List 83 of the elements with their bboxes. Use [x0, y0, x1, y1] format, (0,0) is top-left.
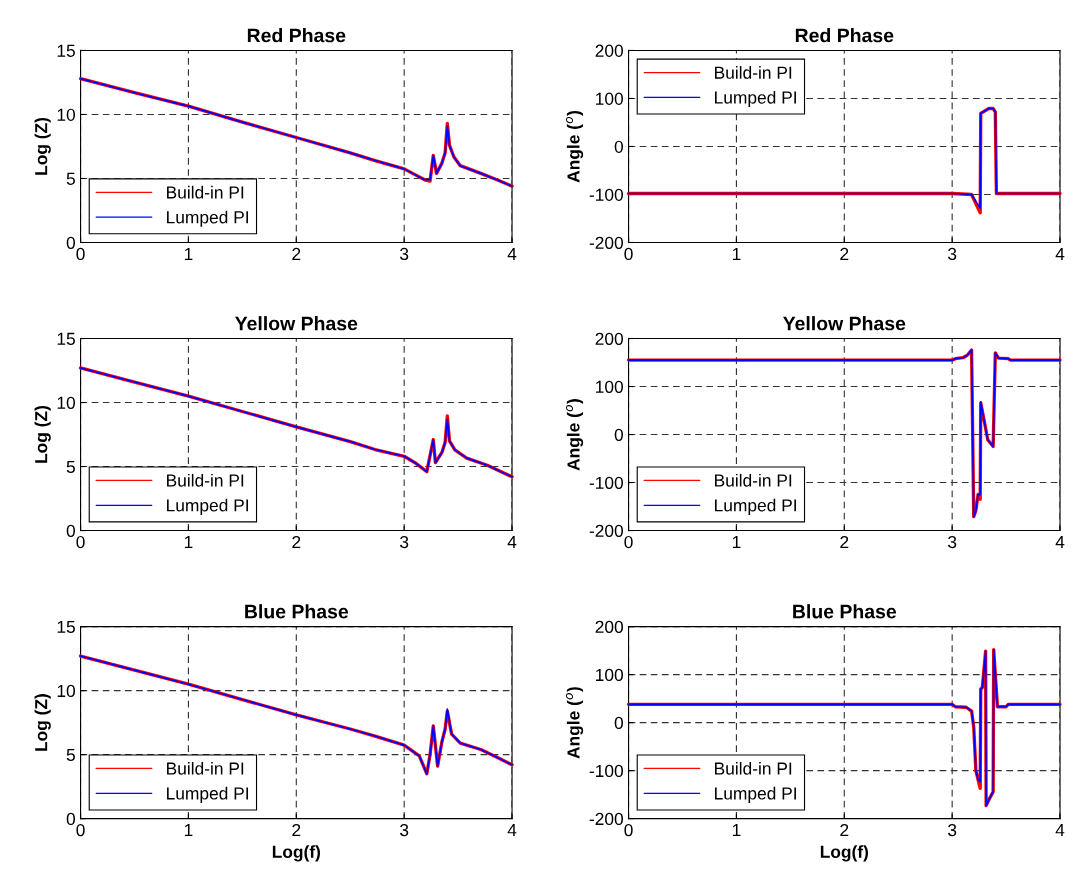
legend-label: Build-in PI: [715, 473, 792, 487]
x-tick-label: 0: [76, 247, 85, 261]
y-tick-label: -200: [589, 812, 624, 826]
y-axis-title: Log (Z): [34, 694, 51, 751]
legend-label: Build-in PI: [167, 185, 244, 199]
y-tick-label: 10: [57, 108, 76, 121]
x-tick-label: 4: [507, 536, 517, 548]
y-tick-label: 0: [614, 716, 624, 730]
legend-label: Lumped PI: [715, 498, 796, 515]
legend-label: Build-in PI: [715, 761, 792, 775]
legend-label: Lumped PI: [167, 786, 248, 803]
x-tick-label: 1: [184, 247, 193, 260]
legend-label: Lumped PI: [167, 210, 248, 227]
y-tick-label: -200: [589, 524, 624, 538]
y-axis-title: Log (Z): [34, 405, 51, 463]
y-tick-label: 0: [614, 428, 624, 441]
x-axis-title: Log(f): [272, 845, 321, 862]
x-tick-label: 0: [76, 823, 85, 837]
x-tick-label: 3: [948, 823, 957, 837]
y-tick-label: -100: [589, 188, 624, 201]
chart-title: Yellow Phase: [235, 316, 358, 331]
x-tick-label: 1: [732, 247, 741, 260]
x-tick-label: 2: [840, 823, 849, 837]
x-tick-label: 3: [400, 535, 409, 549]
y-tick-label: 200: [595, 44, 624, 57]
legend-label: Lumped PI: [715, 786, 796, 803]
y-tick-label: 0: [66, 236, 76, 249]
x-tick-label: 2: [840, 535, 849, 548]
x-tick-label: 1: [184, 536, 193, 548]
legend-label: Build-in PI: [715, 66, 792, 79]
y-tick-label: 0: [614, 140, 624, 153]
y-tick-label: 200: [595, 620, 624, 634]
y-tick-label: 100: [596, 380, 624, 393]
y-tick-label: 10: [57, 684, 76, 698]
y-tick-label: 5: [66, 748, 75, 762]
x-tick-label: 2: [292, 247, 301, 260]
x-tick-label: 3: [948, 535, 957, 549]
y-tick-label: 15: [57, 332, 75, 345]
legend-label: Build-in PI: [167, 473, 244, 487]
y-tick-label: -100: [589, 476, 624, 490]
y-tick-label: 15: [57, 620, 75, 634]
x-tick-label: 0: [76, 535, 85, 549]
y-tick-label: -200: [589, 236, 624, 249]
x-tick-label: 4: [1055, 536, 1065, 548]
y-axis-title: Angle ($^{o}$): [566, 399, 584, 471]
x-tick-label: 4: [1055, 824, 1065, 837]
y-tick-label: 200: [595, 332, 624, 345]
legend-label: Lumped PI: [167, 498, 248, 515]
x-tick-label: 1: [732, 824, 741, 837]
x-tick-label: 1: [184, 824, 193, 837]
x-tick-label: 0: [624, 247, 633, 261]
x-tick-label: 2: [840, 247, 849, 260]
legend-label: Build-in PI: [167, 761, 244, 775]
y-tick-label: 5: [66, 172, 75, 185]
x-tick-label: 3: [400, 247, 409, 261]
chart-title: Yellow Phase: [783, 316, 906, 331]
x-tick-label: 1: [732, 536, 741, 548]
x-tick-label: 0: [624, 535, 633, 549]
y-axis-title: Angle ($^{o}$): [566, 111, 584, 183]
x-tick-label: 3: [400, 823, 409, 837]
y-axis-title: Angle ($^{o}$): [566, 687, 584, 759]
y-tick-label: 15: [57, 44, 75, 57]
x-tick-label: 4: [507, 824, 517, 837]
y-tick-label: 100: [596, 668, 624, 682]
x-axis-title: Log(f): [820, 845, 869, 862]
x-tick-label: 2: [292, 535, 301, 548]
y-tick-label: 10: [57, 396, 76, 409]
x-tick-label: 4: [507, 247, 517, 260]
chart-title: Blue Phase: [793, 604, 897, 619]
x-tick-label: 2: [292, 823, 301, 837]
x-tick-label: 4: [1055, 247, 1065, 260]
y-tick-label: 5: [66, 460, 75, 473]
chart-title: Red Phase: [247, 28, 346, 43]
y-axis-title: Log (Z): [34, 117, 51, 175]
chart-title: Blue Phase: [245, 604, 349, 619]
y-tick-label: -100: [589, 764, 624, 778]
y-tick-label: 100: [596, 92, 624, 105]
y-tick-label: 0: [66, 524, 76, 538]
y-tick-label: 0: [66, 812, 76, 826]
legend-label: Lumped PI: [715, 90, 796, 108]
chart-title: Red Phase: [795, 28, 894, 43]
x-tick-label: 0: [624, 823, 633, 837]
x-tick-label: 3: [948, 247, 957, 261]
